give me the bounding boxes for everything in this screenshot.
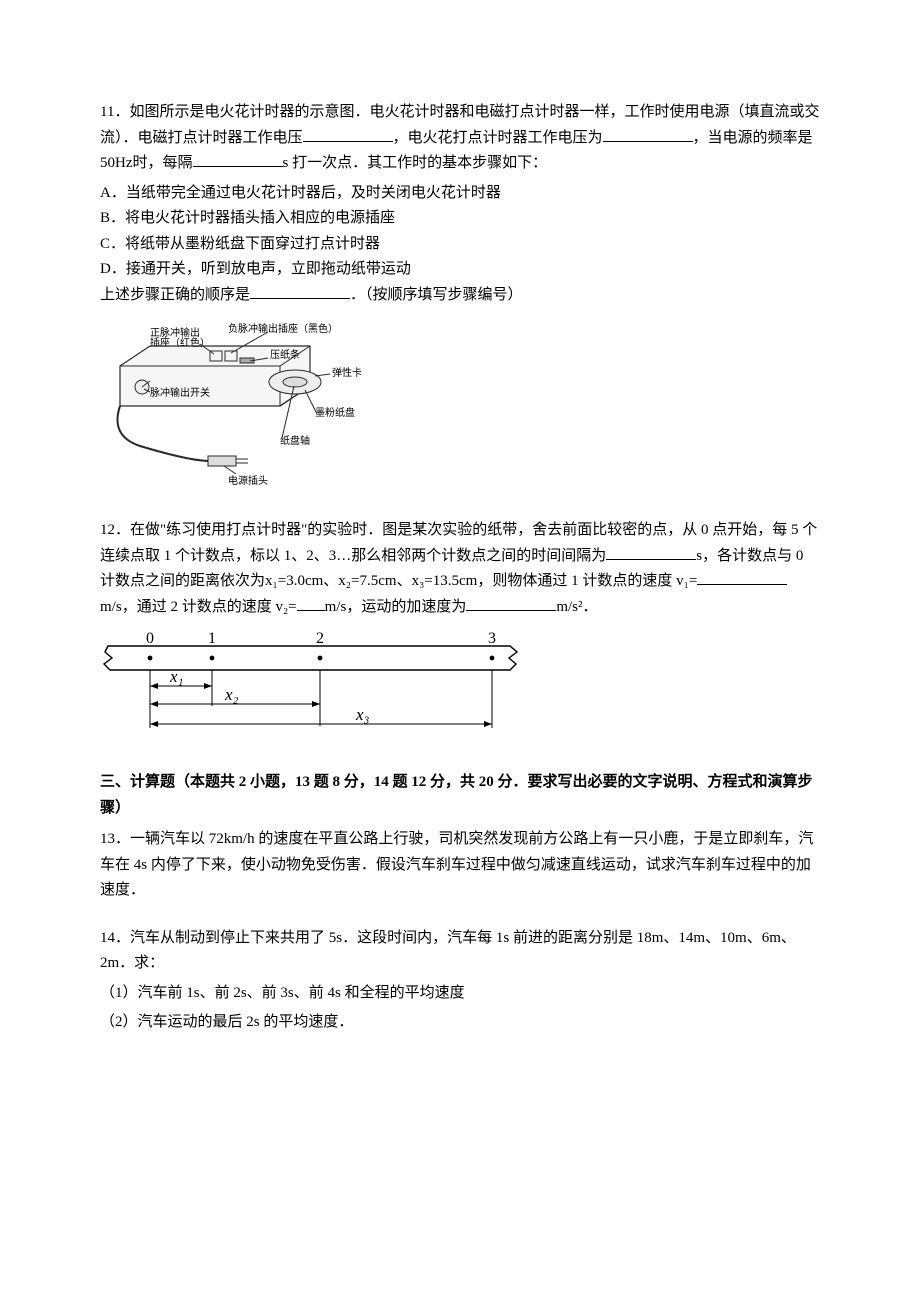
q11-footer: 上述步骤正确的顺序是．（按顺序填写步骤编号） bbox=[100, 283, 820, 309]
q14-number: 14． bbox=[100, 930, 130, 946]
blank-q12-4[interactable] bbox=[466, 596, 556, 611]
q11-option-d: D．接通开关，听到放电声，立即拖动纸带运动 bbox=[100, 257, 820, 283]
q12-figure: 0 1 2 3 x₁ x₂ x₃ bbox=[100, 628, 820, 748]
q14: 14．汽车从制动到停止下来共用了 5s．这段时间内，汽车每 1s 前进的距离分别… bbox=[100, 926, 820, 977]
q13: 13．一辆汽车以 72km/h 的速度在平直公路上行驶，司机突然发现前方公路上有… bbox=[100, 827, 820, 904]
svg-text:脉冲输出开关: 脉冲输出开关 bbox=[150, 386, 210, 399]
svg-text:x₂: x₂ bbox=[224, 685, 239, 704]
q14-sub1: （1）汽车前 1s、前 2s、前 3s、前 4s 和全程的平均速度 bbox=[100, 981, 820, 1007]
q11-option-b: B．将电火花计时器插头插入相应的电源插座 bbox=[100, 206, 820, 232]
q11-option-c: C．将纸带从墨粉纸盘下面穿过打点计时器 bbox=[100, 232, 820, 258]
blank-q12-1[interactable] bbox=[606, 545, 696, 560]
svg-text:1: 1 bbox=[208, 630, 216, 647]
blank-q11-2[interactable] bbox=[603, 127, 693, 142]
section3-heading: 三、计算题（本题共 2 小题，13 题 8 分，14 题 12 分，共 20 分… bbox=[100, 770, 820, 821]
svg-text:x₃: x₃ bbox=[355, 705, 370, 724]
q14-sub2: （2）汽车运动的最后 2s 的平均速度． bbox=[100, 1010, 820, 1036]
svg-text:压纸条: 压纸条 bbox=[270, 348, 300, 361]
svg-text:纸盘轴: 纸盘轴 bbox=[280, 434, 310, 447]
svg-text:插座（红色）: 插座（红色） bbox=[150, 336, 210, 349]
svg-text:0: 0 bbox=[146, 630, 154, 647]
q12-stem: 12．在做"练习使用打点计时器"的实验时．图是某次实验的纸带，舍去前面比较密的点… bbox=[100, 518, 820, 620]
svg-text:弹性卡: 弹性卡 bbox=[332, 366, 362, 379]
q13-number: 13． bbox=[100, 831, 130, 847]
svg-text:负脉冲输出插座（黑色）: 负脉冲输出插座（黑色） bbox=[228, 322, 338, 335]
blank-q11-1[interactable] bbox=[303, 127, 393, 142]
blank-q11-4[interactable] bbox=[250, 284, 350, 299]
svg-text:电源插头: 电源插头 bbox=[228, 474, 268, 487]
svg-text:墨粉纸盘: 墨粉纸盘 bbox=[315, 406, 355, 419]
blank-q11-3[interactable] bbox=[193, 152, 283, 167]
svg-text:2: 2 bbox=[316, 630, 324, 647]
q12-number: 12． bbox=[100, 522, 130, 538]
svg-text:x₁: x₁ bbox=[169, 667, 183, 686]
q11-option-a: A．当纸带完全通过电火花计时器后，及时关闭电火花计时器 bbox=[100, 181, 820, 207]
q11-number: 11． bbox=[100, 104, 129, 120]
q11-figure: 正脉冲输出 插座（红色） 负脉冲输出插座（黑色） 压纸条 弹性卡 脉冲输出开关 … bbox=[100, 316, 820, 496]
q11-stem: 11．如图所示是电火花计时器的示意图．电火花计时器和电磁打点计时器一样，工作时使… bbox=[100, 100, 820, 177]
svg-text:3: 3 bbox=[488, 630, 496, 647]
blank-q12-3[interactable] bbox=[297, 596, 325, 611]
blank-q12-2[interactable] bbox=[697, 570, 787, 585]
